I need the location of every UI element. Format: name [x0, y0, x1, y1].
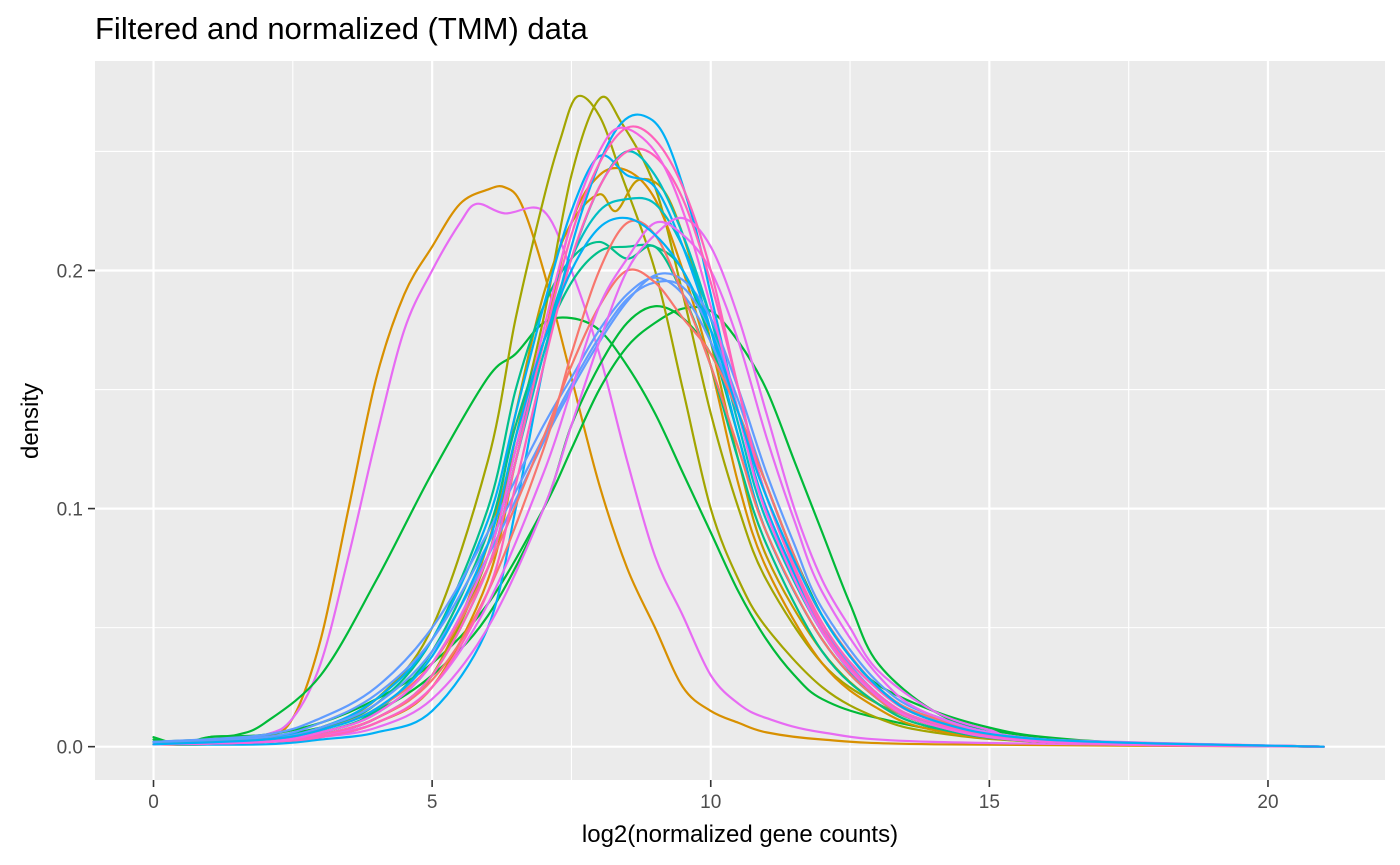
y-axis: 0.0 0.1 0.2 [57, 262, 95, 759]
x-tick-label: 15 [979, 792, 1000, 813]
density-curves [152, 94, 1325, 748]
x-tick-label: 0 [148, 792, 159, 813]
density-curve-18 [152, 272, 1325, 748]
density-curve-1 [152, 185, 1325, 748]
y-tick-label: 0.1 [57, 500, 83, 521]
y-tick-label: 0.0 [57, 738, 83, 759]
chart-title: Filtered and normalized (TMM) data [95, 11, 588, 46]
x-tick-label: 10 [700, 792, 721, 813]
minor-gridlines [95, 61, 1385, 780]
x-tick-label: 5 [427, 792, 438, 813]
y-tick-label: 0.2 [57, 262, 83, 283]
density-curve-25 [152, 126, 1325, 748]
density-curve-6 [152, 94, 1325, 748]
x-tick-label: 20 [1257, 792, 1278, 813]
x-axis-title: log2(normalized gene counts) [582, 821, 898, 848]
density-curve-24 [152, 147, 1325, 748]
major-gridlines [95, 61, 1385, 780]
x-axis: 0 5 10 15 20 [148, 780, 1279, 813]
density-curve-23 [152, 125, 1325, 748]
density-curve-26 [152, 216, 1325, 748]
density-curve-2 [152, 202, 1325, 748]
y-axis-title: density [17, 383, 44, 459]
